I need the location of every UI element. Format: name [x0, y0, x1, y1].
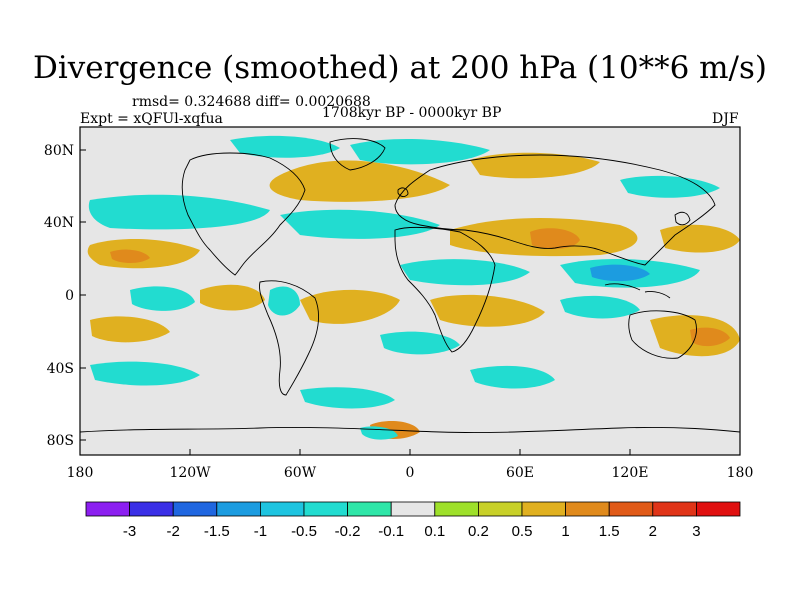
experiment-label: Expt = xQFUl-xqfua: [80, 111, 223, 127]
field-patch: [90, 316, 170, 343]
field-patch: [130, 286, 195, 311]
field-patch: [620, 175, 720, 198]
coastline-south-america: [259, 280, 319, 396]
lon-label: 60W: [284, 465, 317, 481]
colorbar-label: -3: [123, 523, 136, 540]
lat-label: 80N: [44, 143, 74, 159]
colorbar-label: -1: [254, 523, 267, 540]
coastline-indonesia: [604, 283, 671, 299]
lon-label: 180: [727, 465, 754, 481]
colorbar-box: [85, 501, 130, 517]
field-patch: [530, 228, 580, 249]
coastline-japan: [674, 211, 691, 226]
colorbar-box: [696, 501, 741, 517]
colorbar-box: [565, 501, 610, 517]
colorbar-box: [172, 501, 218, 517]
field-patch: [560, 295, 640, 319]
colorbar-box: [434, 501, 479, 517]
colorbar-label: -2: [167, 523, 180, 540]
field-patch: [690, 327, 730, 347]
field-patch: [200, 284, 265, 311]
field-patch: [350, 138, 490, 165]
longitude-axis: 180 120W 60W 0 60E 120E 180: [67, 449, 754, 481]
field-patch: [380, 331, 460, 355]
period-label: 1708kyr BP - 0000kyr BP: [322, 105, 502, 121]
field-patch: [300, 289, 400, 324]
lon-label: 180: [67, 465, 94, 481]
colorbar-label: -0.1: [378, 523, 404, 540]
colorbar-label: 0.5: [512, 523, 533, 540]
stats-text: rmsd= 0.324688 diff= 0.0020688: [132, 94, 371, 110]
map-panel: [79, 126, 741, 456]
colorbar-box: [129, 501, 174, 517]
colorbar-box: [303, 501, 348, 517]
field-patch: [280, 209, 440, 239]
colorbar-label: 0.1: [424, 523, 445, 540]
field-patch: [300, 387, 395, 409]
lon-label: 0: [406, 465, 415, 481]
field-patch: [590, 264, 650, 282]
field-patch: [88, 194, 270, 230]
coastline-antarctica: [80, 427, 740, 433]
colorbar-box: [608, 501, 654, 517]
colorbar-label: 3: [692, 523, 700, 540]
field-patch: [470, 152, 600, 179]
colorbar-label: 1: [561, 523, 569, 540]
lon-label: 120E: [612, 465, 649, 481]
colorbar-label: -0.5: [291, 523, 317, 540]
colorbar-box: [521, 501, 566, 517]
lat-label: 0: [65, 288, 74, 304]
divergence-field: [87, 135, 740, 440]
field-patch: [470, 365, 555, 389]
field-patch: [110, 249, 150, 263]
colorbar-box: [347, 501, 392, 517]
coastline-north-america: [181, 152, 306, 276]
field-patch: [400, 259, 530, 286]
field-patch: [430, 294, 545, 327]
colorbar: -3 -2 -1.5 -1 -0.5 -0.2 -0.1 0.1 0.2 0.5 1 1.5 2 3: [85, 501, 741, 540]
coastline-europe-asia: [394, 154, 716, 266]
season-label: DJF: [712, 111, 739, 127]
coastlines: [80, 138, 740, 433]
field-patch: [90, 361, 200, 386]
coastline-uk: [397, 187, 409, 197]
lon-label: 120W: [169, 465, 211, 481]
colorbar-box: [259, 501, 305, 517]
field-patch: [268, 286, 300, 316]
colorbar-label: 0.2: [468, 523, 489, 540]
latitude-axis: 80N 40N 0 40S 80S: [44, 143, 86, 449]
colorbar-label: -0.2: [335, 523, 361, 540]
lat-label: 40N: [44, 215, 74, 231]
field-patch: [230, 135, 340, 158]
field-patch: [269, 160, 450, 202]
colorbar-box: [390, 501, 436, 517]
lat-label: 80S: [47, 433, 74, 449]
colorbar-label: -1.5: [204, 523, 230, 540]
colorbar-box: [216, 501, 261, 517]
lat-label: 40S: [47, 361, 74, 377]
colorbar-label: 2: [649, 523, 657, 540]
colorbar-box: [652, 501, 697, 517]
lon-label: 60E: [506, 465, 534, 481]
colorbar-box: [477, 501, 523, 517]
coastline-australia: [628, 310, 697, 359]
coastline-greenland: [329, 138, 386, 171]
coastline-africa: [394, 226, 496, 353]
colorbar-label: 1.5: [599, 523, 620, 540]
plot-title: Divergence (smoothed) at 200 hPa (10**6 …: [33, 50, 767, 86]
